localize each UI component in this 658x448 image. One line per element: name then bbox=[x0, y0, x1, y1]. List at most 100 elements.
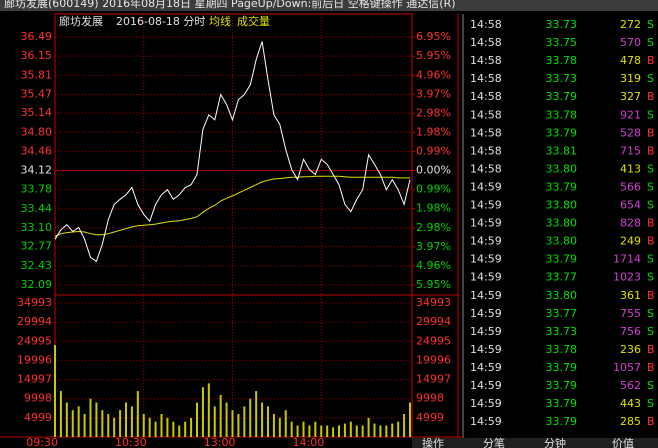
y-tick-label: 34.80 bbox=[21, 125, 53, 138]
trade-volume: 1023 bbox=[613, 271, 641, 284]
trade-volume: 361 bbox=[620, 289, 641, 302]
trade-volume: 443 bbox=[620, 397, 641, 410]
volume-bar bbox=[349, 421, 352, 437]
trade-side: S bbox=[647, 36, 654, 49]
trade-time: 14:58 bbox=[470, 54, 502, 67]
y-tick-label: 34.46 bbox=[21, 144, 53, 157]
volume-bar bbox=[77, 406, 80, 437]
volume-bar bbox=[272, 414, 275, 437]
trade-volume: 478 bbox=[620, 54, 641, 67]
trade-side: B bbox=[647, 289, 655, 302]
volume-bar bbox=[196, 402, 198, 437]
volume-bar bbox=[255, 391, 258, 437]
volume-bar bbox=[113, 417, 116, 437]
trade-side: B bbox=[647, 144, 655, 157]
trade-time: 14:59 bbox=[470, 307, 502, 320]
trade-time: 14:59 bbox=[470, 253, 502, 266]
trade-volume: 715 bbox=[620, 144, 641, 157]
volume-bar bbox=[320, 425, 323, 437]
volume-bar bbox=[231, 410, 234, 437]
trade-side: B bbox=[647, 235, 655, 248]
tab[interactable]: 分钟 bbox=[544, 436, 566, 448]
trade-side: S bbox=[647, 271, 654, 284]
trade-side: B bbox=[647, 126, 655, 139]
average-line bbox=[54, 175, 410, 237]
volume-bar bbox=[326, 425, 329, 437]
trade-time: 14:58 bbox=[470, 162, 502, 175]
volume-bar bbox=[213, 406, 216, 437]
volume-bar bbox=[83, 414, 86, 437]
trade-price: 33.81 bbox=[546, 144, 578, 157]
volume-tick-label: 24995 bbox=[17, 334, 52, 347]
volume-bar bbox=[184, 421, 187, 437]
trade-time: 14:59 bbox=[470, 271, 502, 284]
y-tick-label: 32.77 bbox=[21, 240, 53, 253]
volume-bar bbox=[278, 417, 281, 437]
trade-side: S bbox=[647, 162, 654, 175]
volume-tick-label: 19996 bbox=[17, 353, 52, 366]
trade-time: 14:59 bbox=[470, 217, 502, 230]
chart-frame bbox=[54, 13, 413, 438]
volume-bar bbox=[391, 423, 394, 437]
y2-tick-label: 6.95% bbox=[416, 30, 451, 43]
trade-side: S bbox=[647, 253, 654, 266]
trade-volume: 285 bbox=[620, 415, 641, 428]
trade-volume: 413 bbox=[620, 162, 641, 175]
trade-time: 14:58 bbox=[470, 18, 502, 31]
tab[interactable]: 价值 bbox=[612, 437, 634, 448]
volume-bar bbox=[243, 406, 246, 437]
y2-tick-label: 4.96% bbox=[416, 259, 451, 272]
tab[interactable]: 操作 bbox=[422, 436, 444, 448]
trade-time: 14:58 bbox=[470, 90, 502, 103]
trade-side: B bbox=[647, 361, 655, 374]
trade-volume: 528 bbox=[620, 126, 641, 139]
tab-bar bbox=[412, 438, 658, 448]
volume-tick-label: 29994 bbox=[17, 315, 52, 328]
volume-bar bbox=[379, 425, 382, 437]
trade-time: 14:59 bbox=[470, 397, 502, 410]
trade-side: S bbox=[647, 108, 654, 121]
trade-price: 33.80 bbox=[546, 217, 578, 230]
volume-tick-label: 14997 bbox=[17, 373, 52, 386]
trade-volume: 1714 bbox=[613, 253, 641, 266]
trade-price: 33.79 bbox=[546, 379, 578, 392]
y-tick-label: 36.49 bbox=[21, 30, 53, 43]
trade-price: 33.79 bbox=[546, 126, 578, 139]
volume-bar bbox=[296, 425, 299, 437]
volume-tick-label-right: 14997 bbox=[416, 373, 451, 386]
trade-time: 14:58 bbox=[470, 36, 502, 49]
trade-time: 14:59 bbox=[470, 325, 502, 338]
trade-price: 33.78 bbox=[546, 108, 578, 121]
trade-price: 33.75 bbox=[546, 36, 578, 49]
volume-bar bbox=[148, 417, 151, 437]
volume-bar bbox=[237, 414, 240, 437]
trade-time: 14:58 bbox=[470, 108, 502, 121]
trade-time: 14:59 bbox=[470, 343, 502, 356]
trade-time: 14:58 bbox=[470, 72, 502, 85]
trade-time: 14:58 bbox=[470, 144, 502, 157]
volume-bar bbox=[302, 421, 305, 437]
volume-bar bbox=[201, 387, 204, 437]
trade-side: B bbox=[647, 90, 655, 103]
trade-time: 14:59 bbox=[470, 180, 502, 193]
x-tick-label: 14:00 bbox=[293, 436, 325, 448]
volume-bar bbox=[397, 421, 400, 437]
trade-side: S bbox=[647, 72, 654, 85]
volume-bar bbox=[338, 425, 340, 437]
x-tick-label: 13:00 bbox=[204, 436, 236, 448]
trade-side: B bbox=[647, 415, 655, 428]
volume-bar bbox=[308, 425, 311, 437]
volume-bar bbox=[172, 421, 175, 437]
x-tick-label: 09:30 bbox=[26, 436, 58, 448]
trade-price: 33.79 bbox=[546, 90, 578, 103]
trade-side: S bbox=[647, 180, 654, 193]
y-tick-label: 32.43 bbox=[21, 259, 53, 272]
y-tick-label: 33.78 bbox=[21, 183, 53, 196]
trade-volume: 921 bbox=[620, 108, 641, 121]
trade-side: B bbox=[647, 343, 655, 356]
volume-bar bbox=[373, 423, 376, 437]
tab[interactable]: 分笔 bbox=[483, 436, 505, 448]
volume-bar bbox=[267, 406, 269, 437]
volume-bar bbox=[219, 394, 222, 437]
trade-volume: 755 bbox=[620, 307, 641, 320]
